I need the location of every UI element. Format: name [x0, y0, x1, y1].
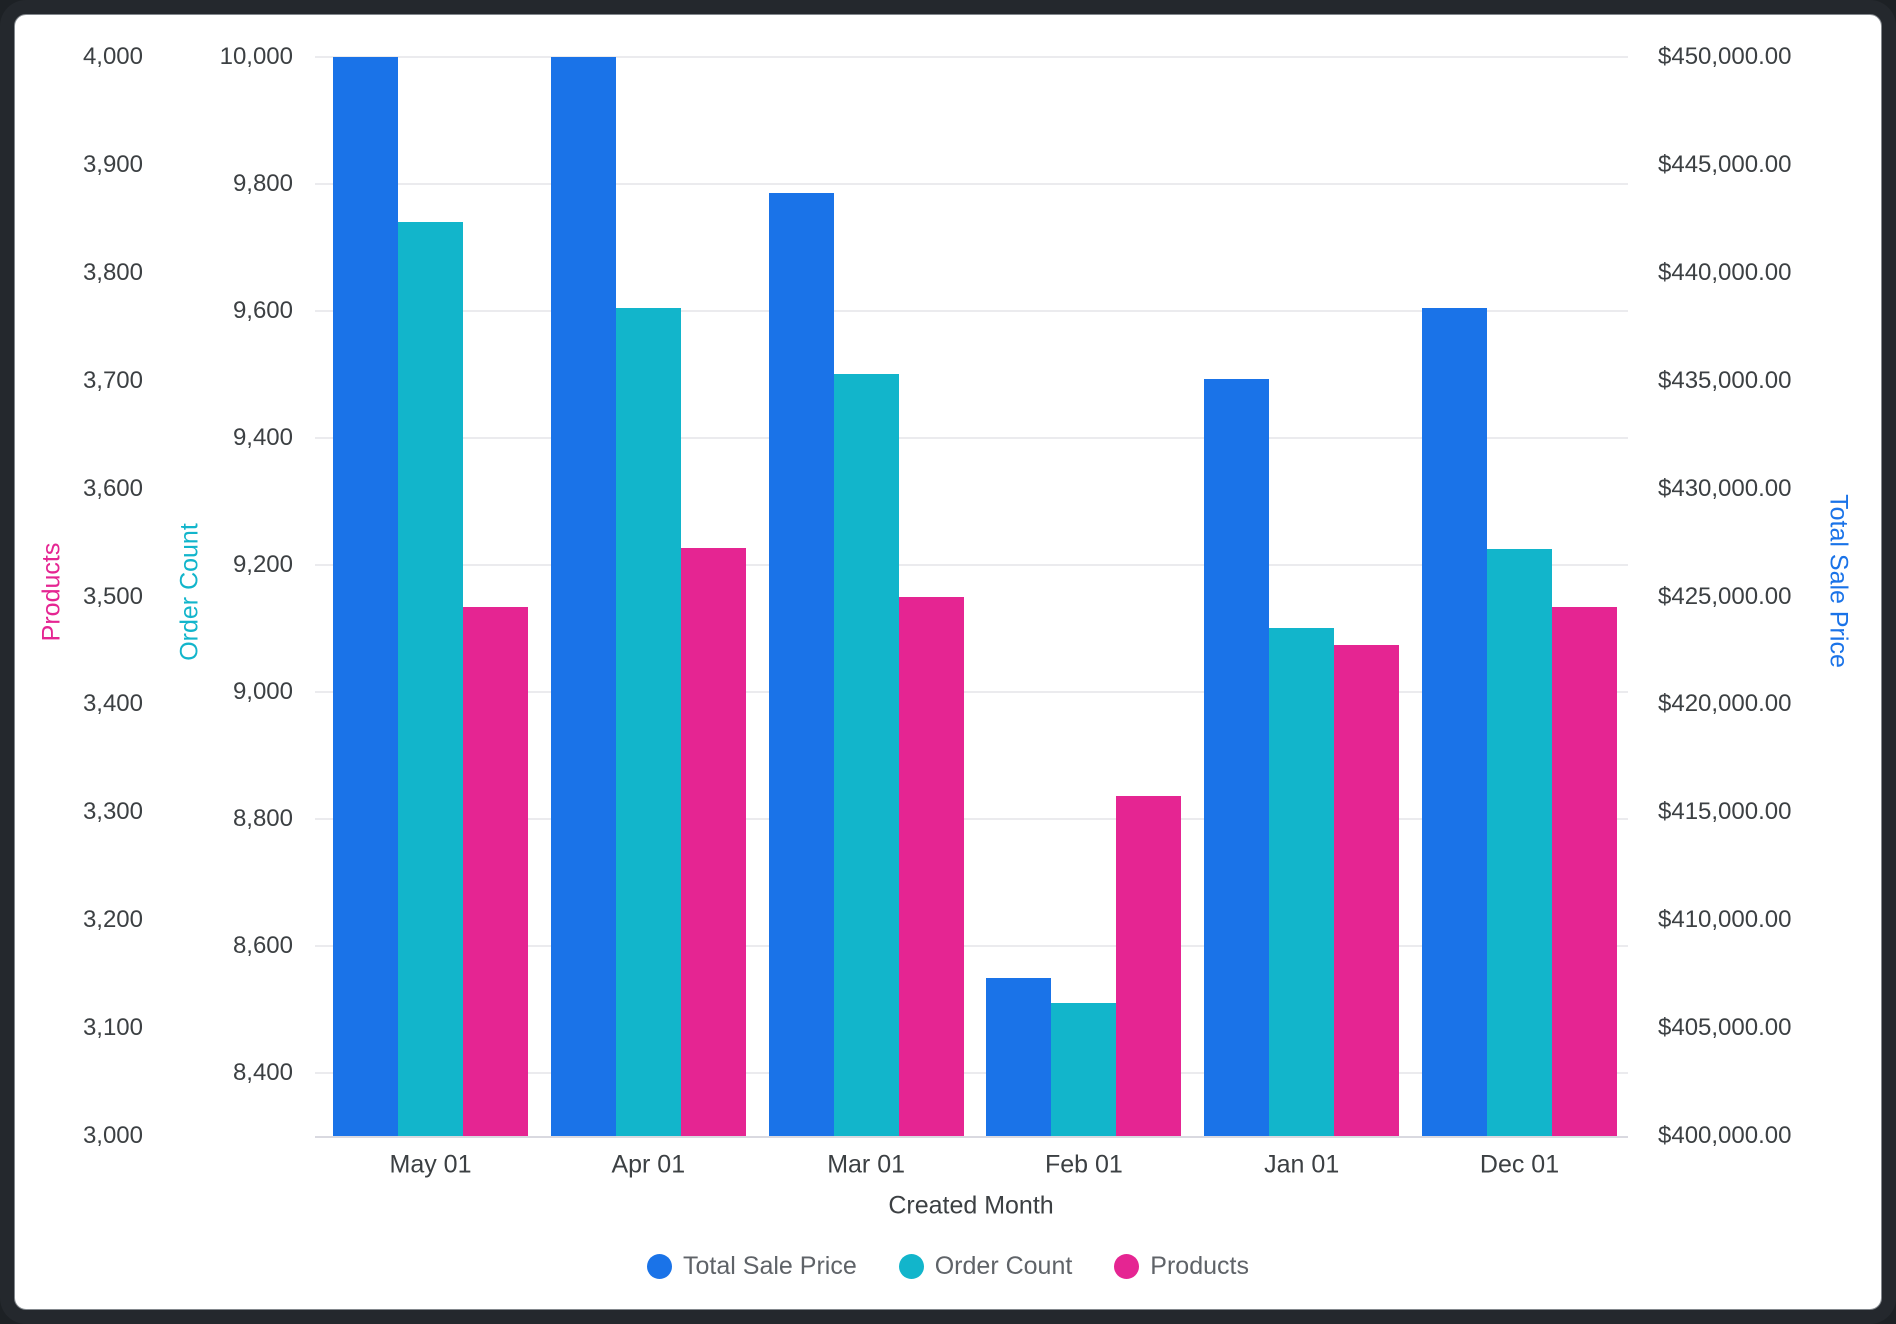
legend-dot-total-sale-price — [647, 1254, 673, 1279]
bar-order-count-mar-01[interactable] — [833, 374, 899, 1136]
bar-order-count-apr-01[interactable] — [615, 307, 681, 1136]
total-sale-price-tick-label: $420,000.00 — [1658, 690, 1792, 718]
total-sale-price-tick-label: $425,000.00 — [1658, 582, 1792, 610]
total-sale-price-tick-label: $415,000.00 — [1658, 798, 1792, 826]
x-label-may-01: May 01 — [389, 1150, 472, 1179]
total-sale-price-tick-label: $400,000.00 — [1658, 1122, 1792, 1149]
gridline — [315, 436, 1628, 439]
products-tick-label: 3,500 — [82, 582, 143, 610]
total-sale-price-tick-label: $405,000.00 — [1658, 1014, 1792, 1042]
legend-dot-order-count — [898, 1254, 924, 1279]
gridline — [315, 309, 1628, 312]
order-count-tick-label: 9,200 — [232, 550, 293, 578]
order-count-tick-label: 10,000 — [219, 43, 293, 70]
legend-item-total-sale-price[interactable]: Total Sale Price — [647, 1252, 857, 1281]
total-sale-price-tick-label: $440,000.00 — [1658, 258, 1792, 286]
order-count-tick-label: 8,600 — [232, 931, 293, 959]
gridline — [315, 817, 1628, 820]
bar-products-mar-01[interactable] — [898, 596, 964, 1136]
products-tick-label: 3,200 — [82, 906, 143, 934]
products-tick-label: 3,800 — [82, 258, 143, 286]
gridline — [315, 56, 1628, 58]
bar-products-jan-01[interactable] — [1334, 645, 1400, 1136]
order-count-tick-label: 8,400 — [232, 1058, 293, 1086]
x-axis-title: Created Month — [888, 1191, 1054, 1220]
legend-label: Order Count — [934, 1252, 1073, 1280]
total-sale-price-tick-label: $435,000.00 — [1658, 366, 1792, 394]
legend: Total Sale Price Order Count Products — [0, 1252, 1896, 1281]
products-tick-label: 4,000 — [82, 43, 143, 70]
bar-total-sale-price-apr-01[interactable] — [550, 57, 616, 1136]
order-count-tick-label: 9,600 — [232, 296, 293, 324]
gridline — [315, 944, 1628, 947]
products-tick-label: 3,300 — [82, 798, 143, 826]
x-label-feb-01: Feb 01 — [1044, 1150, 1123, 1179]
products-tick-label: 3,000 — [82, 1122, 143, 1149]
x-label-dec-01: Dec 01 — [1479, 1150, 1560, 1179]
x-label-mar-01: Mar 01 — [827, 1150, 905, 1179]
order-count-tick-label: 8,800 — [232, 804, 293, 832]
products-tick-label: 3,900 — [82, 150, 143, 178]
order-count-tick-label: 9,800 — [232, 169, 293, 197]
gridline — [315, 1071, 1628, 1074]
bar-order-count-dec-01[interactable] — [1487, 548, 1552, 1136]
legend-item-order-count[interactable]: Order Count — [898, 1252, 1073, 1281]
gridline — [315, 690, 1628, 693]
total-sale-price-tick-label: $450,000.00 — [1658, 43, 1792, 70]
bar-total-sale-price-jan-01[interactable] — [1204, 378, 1270, 1136]
x-label-jan-01: Jan 01 — [1264, 1150, 1340, 1179]
gridline — [315, 563, 1628, 566]
legend-label: Total Sale Price — [683, 1252, 857, 1280]
bar-total-sale-price-dec-01[interactable] — [1422, 308, 1487, 1136]
legend-dot-products — [1114, 1254, 1140, 1279]
total-sale-price-tick-label: $430,000.00 — [1658, 474, 1792, 502]
order-count-tick-label: 9,000 — [232, 677, 293, 705]
legend-label: Products — [1150, 1252, 1249, 1280]
bar-products-dec-01[interactable] — [1552, 607, 1617, 1136]
x-label-apr-01: Apr 01 — [611, 1150, 686, 1179]
bar-products-may-01[interactable] — [463, 607, 528, 1136]
bar-total-sale-price-may-01[interactable] — [333, 57, 398, 1136]
bar-order-count-feb-01[interactable] — [1051, 1002, 1117, 1136]
bar-order-count-may-01[interactable] — [398, 222, 463, 1136]
x-axis-line — [315, 1136, 1628, 1138]
total-sale-price-tick-label: $445,000.00 — [1658, 150, 1792, 178]
bar-total-sale-price-feb-01[interactable] — [986, 978, 1052, 1136]
products-tick-label: 3,400 — [82, 690, 143, 718]
order-count-tick-label: 9,400 — [232, 423, 293, 451]
legend-item-products[interactable]: Products — [1114, 1252, 1249, 1281]
products-tick-label: 3,100 — [82, 1014, 143, 1042]
products-tick-label: 3,700 — [82, 366, 143, 394]
total-sale-price-tick-label: $410,000.00 — [1658, 906, 1792, 934]
products-tick-label: 3,600 — [82, 474, 143, 502]
bar-order-count-jan-01[interactable] — [1269, 628, 1335, 1136]
bar-products-feb-01[interactable] — [1116, 796, 1182, 1136]
bar-products-apr-01[interactable] — [680, 547, 746, 1136]
gridline — [315, 182, 1628, 185]
bar-total-sale-price-mar-01[interactable] — [768, 192, 834, 1136]
